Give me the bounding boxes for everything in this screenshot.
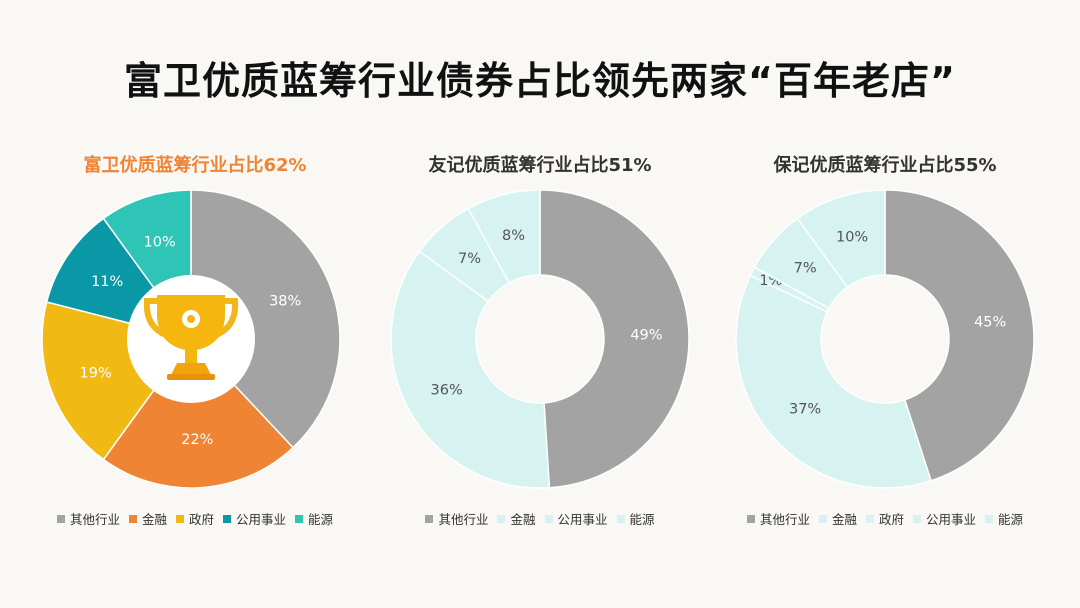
data-label: 38%	[269, 294, 301, 310]
data-label: 7%	[458, 251, 481, 267]
slice-其他行业	[190, 190, 341, 449]
page-title: 富卫优质蓝筹行业债券占比领先两家“百年老店”	[124, 59, 956, 103]
trophy-icon	[127, 275, 255, 403]
chart-panel-prudential: 保记优质蓝筹行业占比55% 45% 37% 1% 7% 10% 其他行业 金融 政府 公用事业…	[705, 145, 1065, 545]
chart-panel-aia: 友记优质蓝筹行业占比51% 49% 36% 7% 8% 其他行业 金融 公用事业 能源	[360, 145, 720, 545]
legend-item: 其他行业	[56, 509, 120, 528]
data-label: 49%	[630, 328, 662, 344]
legend-label: 能源	[308, 512, 334, 527]
data-label: 8%	[502, 228, 525, 244]
legend: 其他行业 金融 政府 公用事业 能源	[705, 509, 1065, 528]
data-label: 10%	[144, 235, 176, 251]
data-label: 37%	[789, 401, 821, 417]
legend-item: 能源	[985, 509, 1023, 528]
data-label: 11%	[91, 274, 123, 290]
legend-swatch	[616, 514, 625, 523]
legend-swatch	[128, 514, 137, 523]
legend-item: 公用事业	[544, 509, 608, 528]
legend-label: 金融	[510, 512, 536, 527]
chart-title: 保记优质蓝筹行业占比55%	[773, 155, 997, 176]
legend-swatch	[818, 514, 827, 523]
data-label: 36%	[431, 382, 463, 398]
chart-panel-fwd: 富卫优质蓝筹行业占比62% 38% 22% 19% 11% 10% 其他行业 金融 政府 公用…	[15, 145, 375, 545]
legend-swatch	[56, 514, 65, 523]
legend-item: 金融	[818, 509, 857, 528]
legend-item: 政府	[865, 509, 904, 528]
legend-item: 金融	[128, 509, 167, 528]
legend-swatch	[223, 514, 231, 523]
legend-swatch	[985, 514, 994, 523]
legend-item: 其他行业	[425, 509, 488, 528]
chart-title: 友记优质蓝筹行业占比51%	[428, 155, 652, 176]
legend: 其他行业 金融 公用事业 能源	[360, 509, 720, 528]
legend-swatch	[746, 514, 755, 523]
legend-swatch	[544, 514, 553, 523]
legend-swatch	[295, 514, 304, 523]
legend-label: 能源	[629, 512, 655, 527]
chart-svg: 45%37%1%7%10%	[735, 190, 1035, 489]
chart-svg: 49% 36% 7% 8%	[390, 190, 690, 489]
legend-label: 公用事业	[557, 512, 608, 527]
legend: 其他行业 金融 政府 公用事业 能源	[15, 509, 375, 528]
slice-其他行业	[539, 190, 690, 489]
data-label: 22%	[181, 432, 213, 448]
legend-item: 能源	[295, 509, 333, 528]
legend-label: 政府	[188, 512, 214, 527]
legend-label: 金融	[831, 512, 857, 527]
slice-公用事业	[735, 274, 932, 489]
data-label: 10%	[836, 230, 868, 246]
legend-swatch	[425, 514, 434, 523]
data-label: 45%	[974, 314, 1006, 330]
legend-label: 其他行业	[69, 512, 120, 527]
legend-item: 政府	[175, 509, 214, 528]
slice-其他行业	[884, 190, 1035, 482]
legend-label: 公用事业	[926, 512, 977, 527]
legend-item: 公用事业	[913, 509, 976, 528]
chart-title: 富卫优质蓝筹行业占比62%	[83, 155, 307, 176]
legend-label: 其他行业	[438, 512, 489, 527]
data-label: 7%	[794, 261, 817, 277]
chart-svg: 38% 22% 19% 11% 10%	[41, 190, 341, 489]
slice-金融	[102, 337, 295, 489]
legend-item: 能源	[616, 509, 655, 528]
legend-label: 其他行业	[759, 512, 810, 527]
legend-item: 其他行业	[746, 509, 810, 528]
legend-swatch	[497, 514, 506, 523]
legend-swatch	[913, 514, 921, 523]
data-label: 19%	[80, 365, 112, 381]
slice-公用事业	[390, 250, 551, 489]
slice-能源	[467, 190, 541, 284]
legend-label: 政府	[878, 512, 904, 527]
legend-item: 公用事业	[223, 509, 286, 528]
legend-swatch	[865, 514, 874, 523]
legend-label: 公用事业	[236, 512, 287, 527]
legend-item: 金融	[497, 509, 536, 528]
legend-label: 能源	[998, 512, 1024, 527]
legend-swatch	[175, 514, 184, 523]
slice-能源	[796, 190, 886, 289]
legend-label: 金融	[141, 512, 167, 527]
